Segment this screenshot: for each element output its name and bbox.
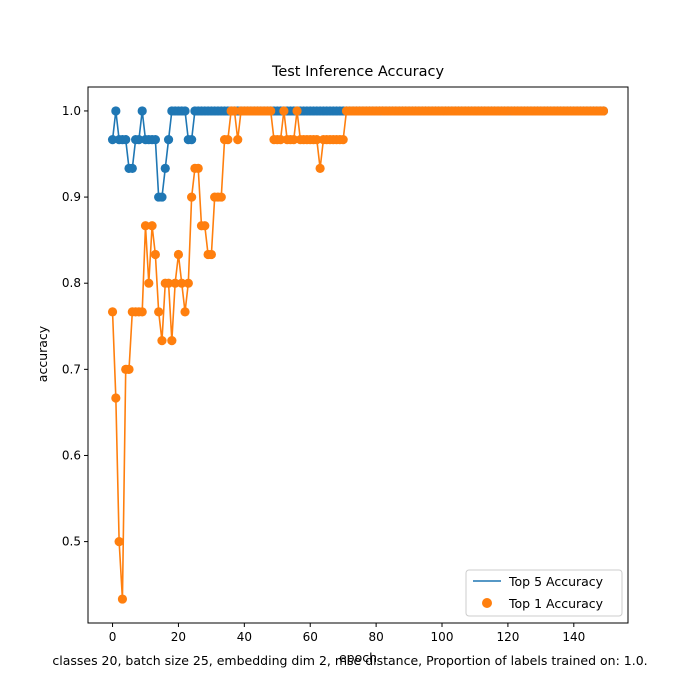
- data-point-top5: [107, 135, 118, 145]
- data-point-top5: [137, 106, 147, 116]
- data-point-top1: [147, 221, 157, 231]
- data-point-top1: [275, 135, 286, 145]
- data-point-top1: [193, 163, 203, 173]
- x-tick-label: 140: [562, 630, 585, 644]
- y-tick-label: 0.6: [62, 448, 81, 462]
- data-point-top1: [216, 192, 226, 202]
- data-point-top1: [312, 135, 322, 145]
- data-point-top5: [127, 163, 137, 173]
- data-point-top1: [157, 336, 167, 346]
- data-point-top1: [114, 537, 124, 547]
- data-point-top5: [121, 135, 131, 145]
- data-point-top1: [279, 106, 289, 116]
- data-point-top1: [598, 106, 609, 116]
- data-point-top1: [338, 135, 348, 145]
- x-tick-label: 20: [171, 630, 186, 644]
- data-point-top5: [150, 135, 160, 145]
- chart-caption: classes 20, batch size 25, embedding dim…: [52, 653, 647, 668]
- data-point-top1: [292, 106, 302, 116]
- data-point-top1: [124, 364, 134, 374]
- data-point-top1: [154, 307, 164, 317]
- data-point-top1: [177, 278, 187, 288]
- data-point-top5: [157, 192, 167, 202]
- x-tick-label: 0: [109, 630, 117, 644]
- plot-area: [107, 106, 609, 604]
- data-point-top1: [187, 192, 197, 202]
- legend-label-top1: Top 1 Accuracy: [508, 596, 604, 611]
- legend-label-top5: Top 5 Accuracy: [508, 574, 604, 589]
- x-tick-label: 120: [496, 630, 519, 644]
- y-tick-label: 0.7: [62, 362, 81, 376]
- y-axis-ticks: 0.5 0.6 0.7 0.8 0.9 1.0: [62, 104, 88, 549]
- data-point-top1: [107, 307, 118, 317]
- series-top1-accuracy: [107, 106, 609, 604]
- x-tick-label: 40: [237, 630, 252, 644]
- data-point-top1: [137, 307, 147, 317]
- data-point-top5: [180, 106, 190, 116]
- legend: Top 5 Accuracy Top 1 Accuracy: [465, 569, 623, 617]
- chart-title: Test Inference Accuracy: [271, 64, 445, 80]
- data-point-top1: [150, 249, 160, 260]
- y-tick-label: 0.8: [62, 276, 81, 290]
- data-point-top1: [111, 393, 121, 403]
- y-tick-label: 0.5: [62, 535, 81, 549]
- x-tick-label: 100: [431, 630, 454, 644]
- data-point-top1: [144, 278, 154, 288]
- data-point-top1: [233, 135, 243, 145]
- data-point-top1: [170, 278, 180, 288]
- data-point-top1: [173, 249, 184, 260]
- data-point-top1: [223, 135, 233, 145]
- data-point-top5: [187, 135, 197, 145]
- data-point-top1: [315, 163, 325, 173]
- data-point-top1: [289, 135, 299, 145]
- data-point-top5: [134, 135, 144, 145]
- data-point-top5: [111, 106, 121, 116]
- axes-frame: [87, 86, 629, 624]
- data-point-top1: [180, 307, 190, 317]
- data-point-top1: [206, 249, 216, 260]
- legend-swatch-top1: [482, 598, 492, 608]
- data-point-top1: [140, 221, 151, 231]
- y-tick-label: 1.0: [62, 104, 81, 118]
- data-point-top5: [163, 135, 174, 145]
- data-point-top1: [167, 336, 177, 346]
- data-point-top1: [163, 278, 174, 288]
- data-point-top1: [266, 106, 276, 116]
- data-point-top1: [229, 106, 240, 116]
- x-tick-label: 80: [368, 630, 383, 644]
- data-point-top1: [183, 278, 193, 288]
- data-point-top5: [160, 163, 170, 173]
- x-tick-label: 60: [303, 630, 318, 644]
- legend-box: [465, 569, 623, 617]
- x-axis-ticks: 0 20 40 60 80 100 120 140: [109, 623, 585, 644]
- y-axis-label: accuracy: [35, 325, 50, 382]
- data-point-top1: [200, 221, 210, 231]
- data-point-top1: [117, 594, 128, 604]
- x-axis-label: epoch: [339, 650, 377, 665]
- y-tick-label: 0.9: [62, 190, 81, 204]
